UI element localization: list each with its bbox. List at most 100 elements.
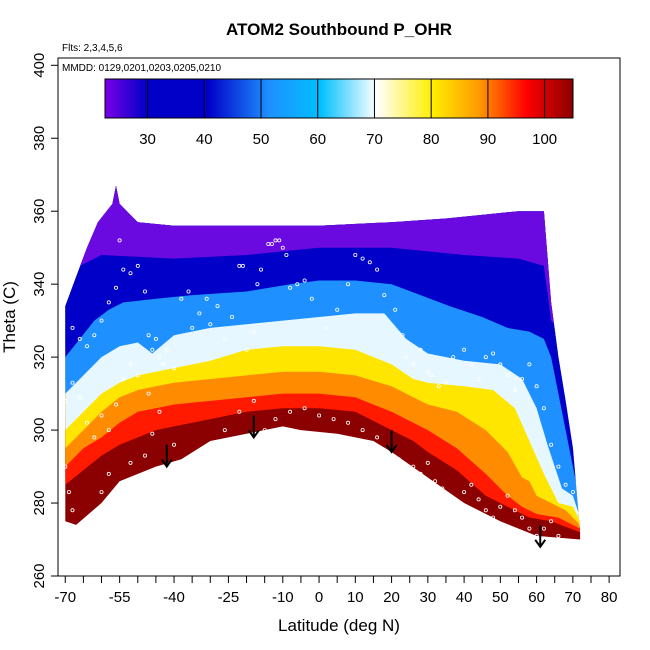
obs-point xyxy=(85,344,90,349)
y-axis-label: Theta (C) xyxy=(0,281,19,353)
x-tick-label: 70 xyxy=(565,589,582,606)
obs-point xyxy=(534,384,539,389)
obs-point xyxy=(273,417,278,422)
obs-point xyxy=(288,409,293,414)
obs-point xyxy=(251,329,256,334)
y-tick-label: 400 xyxy=(31,53,48,78)
obs-point xyxy=(404,355,409,360)
obs-point xyxy=(66,490,71,495)
obs-point xyxy=(440,486,445,491)
obs-point xyxy=(462,347,467,352)
obs-point xyxy=(142,453,147,458)
obs-point xyxy=(106,428,111,433)
obs-point xyxy=(520,515,525,520)
obs-point xyxy=(382,293,387,298)
obs-point xyxy=(411,464,416,469)
colorbar-tick-label: 40 xyxy=(196,131,213,148)
observation-points xyxy=(63,238,575,538)
obs-point xyxy=(99,318,104,323)
obs-point xyxy=(360,428,365,433)
obs-point xyxy=(208,442,213,447)
obs-point xyxy=(549,519,554,524)
obs-point xyxy=(237,409,242,414)
obs-point xyxy=(77,395,82,400)
obs-point xyxy=(505,493,510,498)
colorbar-tick-label: 30 xyxy=(139,131,156,148)
obs-point xyxy=(288,285,293,290)
obs-point xyxy=(70,380,75,385)
colorbar-tick-label: 80 xyxy=(423,131,440,148)
y-axis: 260 280 300 320 340 360 380 400 xyxy=(31,53,58,589)
colorbar-tick-label: 70 xyxy=(366,131,383,148)
x-tick-label: -55 xyxy=(109,589,131,606)
obs-point xyxy=(556,464,561,469)
y-tick-label: 360 xyxy=(31,199,48,224)
arrow-marker xyxy=(247,415,260,440)
obs-point xyxy=(251,398,256,403)
obs-point xyxy=(512,387,517,392)
obs-point xyxy=(425,369,430,374)
x-tick-label: -40 xyxy=(163,589,185,606)
colorbar: 30 40 50 60 70 80 90 100 xyxy=(104,78,574,148)
obs-point xyxy=(114,402,119,407)
obs-point xyxy=(121,376,126,381)
flights-annotation: Flts: 2,3,4,5,6 xyxy=(62,43,123,54)
obs-point xyxy=(454,500,459,505)
obs-point xyxy=(92,435,97,440)
colorbar-ticks: 30 40 50 60 70 80 90 100 xyxy=(139,79,557,148)
obs-point xyxy=(425,460,430,465)
obs-point xyxy=(527,526,532,531)
colorbar-tick-label: 60 xyxy=(309,131,326,148)
heatmap-band-45 xyxy=(65,185,581,518)
obs-point xyxy=(443,380,448,385)
x-tick-label: -25 xyxy=(218,589,240,606)
y-tick-label: 260 xyxy=(31,563,48,588)
obs-point xyxy=(277,238,282,243)
obs-point xyxy=(483,508,488,513)
obs-point xyxy=(197,311,202,316)
obs-point xyxy=(505,373,510,378)
obs-point xyxy=(106,300,111,305)
obs-point xyxy=(179,296,184,301)
x-tick-label: 60 xyxy=(528,589,545,606)
y-tick-label: 300 xyxy=(31,418,48,443)
obs-point xyxy=(70,508,75,513)
obs-point xyxy=(106,471,111,476)
obs-point xyxy=(346,420,351,425)
y-tick-label: 320 xyxy=(31,345,48,370)
x-axis-label: Latitude (deg N) xyxy=(278,616,400,635)
obs-point xyxy=(255,282,260,287)
arrow-marker xyxy=(534,524,547,549)
obs-point xyxy=(150,431,155,436)
obs-point xyxy=(222,336,227,341)
obs-point xyxy=(541,406,546,411)
colorbar-tick-label: 50 xyxy=(253,131,270,148)
obs-point xyxy=(77,336,82,341)
colorbar-gradient xyxy=(104,78,574,119)
obs-point xyxy=(150,347,155,352)
colorbar-tick-label: 100 xyxy=(532,131,557,148)
obs-point xyxy=(534,533,539,538)
obs-point xyxy=(429,373,434,378)
obs-point xyxy=(190,325,195,330)
heatmap-band-30 xyxy=(65,185,581,503)
x-tick-label: 10 xyxy=(347,589,364,606)
obs-point xyxy=(142,289,147,294)
obs-point xyxy=(182,464,187,469)
x-tick-label: -70 xyxy=(54,589,76,606)
obs-point xyxy=(295,282,300,287)
obs-point xyxy=(447,493,452,498)
obs-point xyxy=(360,256,365,261)
obs-point xyxy=(382,449,387,454)
obs-point xyxy=(418,471,423,476)
arrows xyxy=(160,415,547,549)
obs-point xyxy=(117,238,122,243)
obs-point xyxy=(114,285,119,290)
obs-point xyxy=(483,355,488,360)
obs-point xyxy=(92,333,97,338)
obs-point xyxy=(99,413,104,418)
obs-point xyxy=(433,479,438,484)
colorbar-tick-label: 90 xyxy=(480,131,497,148)
obs-point xyxy=(512,508,517,513)
obs-point xyxy=(215,304,220,309)
